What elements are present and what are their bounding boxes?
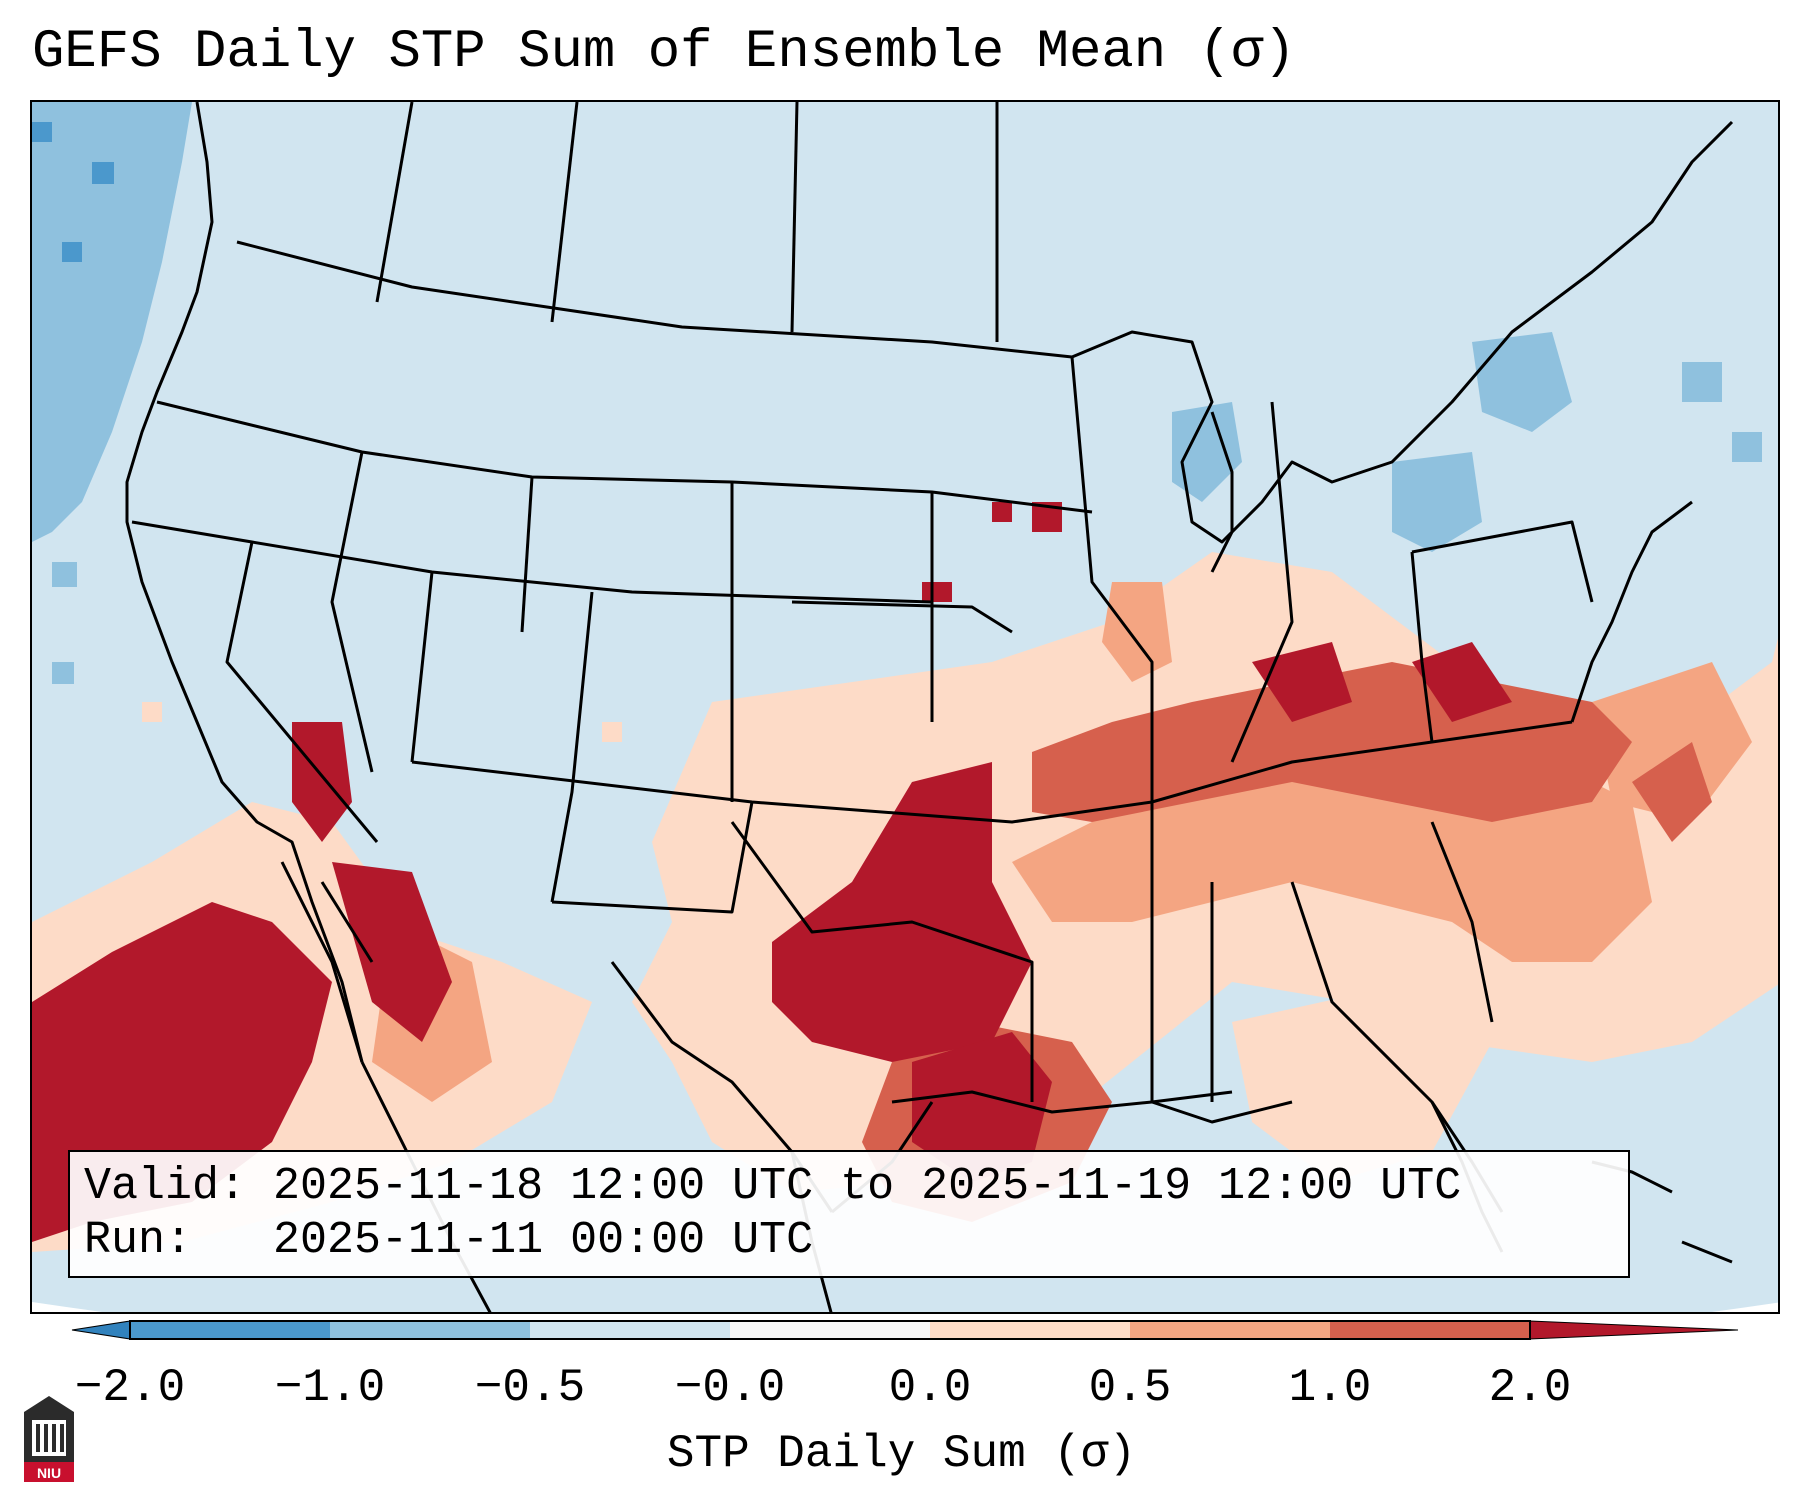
colorbar-bin: [330, 1321, 530, 1339]
colorbar-bin: [1130, 1321, 1330, 1339]
colorbar-label: STP Daily Sum (σ): [666, 1428, 1137, 1480]
run-time-line: Run: 2025-11-11 00:00 UTC: [84, 1215, 814, 1266]
colorbar-bin: [530, 1321, 730, 1339]
valid-time-box: Valid: 2025-11-18 12:00 UTC to 2025-11-1…: [68, 1150, 1630, 1278]
colorbar-tick-label: −1.0: [274, 1362, 386, 1414]
map-panel: [30, 100, 1780, 1314]
negative-anomaly-regions: [32, 102, 1762, 684]
colorbar-tick-label: 1.0: [1288, 1362, 1372, 1414]
colorbar-extend-low: [71, 1320, 131, 1340]
colorbar-tick-label: −2.0: [74, 1362, 186, 1414]
valid-time-line: Valid: 2025-11-18 12:00 UTC to 2025-11-1…: [84, 1161, 1462, 1212]
colorbar: [71, 1320, 1739, 1340]
colorbar-tick-label: 0.5: [1088, 1362, 1172, 1414]
niu-logo-text: NIU: [37, 1465, 61, 1481]
colorbar-tick-label: 2.0: [1488, 1362, 1572, 1414]
map-title: GEFS Daily STP Sum of Ensemble Mean (σ): [32, 22, 1296, 83]
colorbar-tick-label: 0.0: [888, 1362, 972, 1414]
colorbar-bin: [130, 1321, 330, 1339]
stp-anomaly-map: [32, 102, 1778, 1312]
colorbar-tick-label: −0.0: [674, 1362, 786, 1414]
colorbar-bin: [730, 1321, 930, 1339]
niu-logo-icon: NIU: [24, 1396, 74, 1482]
colorbar-bin: [1330, 1321, 1530, 1339]
colorbar-extend-high: [1529, 1320, 1739, 1340]
negative-anomaly-strong: [32, 122, 114, 262]
colorbar-tick-label: −0.5: [474, 1362, 586, 1414]
colorbar-bin: [930, 1321, 1130, 1339]
